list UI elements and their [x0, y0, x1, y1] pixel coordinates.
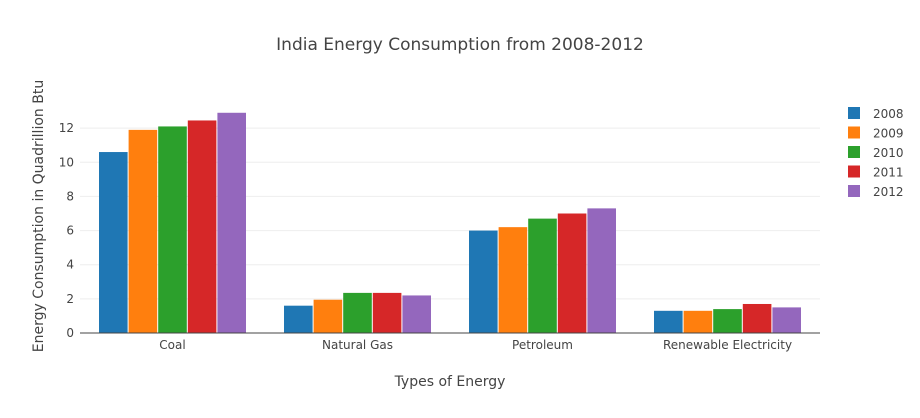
legend-item-2008[interactable]: 2008 [848, 107, 904, 121]
legend-label-2010: 2010 [873, 146, 904, 160]
bar-natural-gas-2008 [284, 305, 313, 333]
legend-item-2009[interactable]: 2009 [848, 126, 904, 141]
bar-petroleum-2009 [498, 227, 528, 333]
y-tick-label-2: 2 [66, 292, 74, 306]
bar-natural-gas-2011 [372, 292, 402, 333]
bar-renewable-electricity-2012 [772, 307, 801, 333]
bar-petroleum-2011 [557, 213, 587, 333]
legend-label-2008: 2008 [873, 107, 904, 121]
bar-natural-gas-2010 [343, 292, 372, 333]
legend-swatch-2012 [848, 185, 860, 197]
legend-swatch-2011 [848, 165, 860, 178]
bar-coal-2011 [187, 120, 217, 333]
legend-swatch-2009 [848, 126, 860, 139]
bar-renewable-electricity-2011 [742, 303, 772, 333]
x-tick-label-petroleum: Petroleum [512, 338, 573, 352]
bar-petroleum-2008 [469, 230, 498, 333]
bar-natural-gas-2009 [313, 299, 343, 333]
bar-renewable-electricity-2009 [683, 310, 713, 333]
legend-item-2011[interactable]: 2011 [848, 165, 904, 180]
legend-label-2009: 2009 [873, 127, 904, 141]
bar-petroleum-2010 [528, 218, 557, 333]
bar-coal-2010 [158, 126, 187, 333]
chart-title: India Energy Consumption from 2008-2012 [276, 35, 644, 55]
y-tick-label-12: 12 [59, 121, 74, 135]
x-tick-label-renewable-electricity: Renewable Electricity [663, 338, 792, 352]
x-tick-label-natural-gas: Natural Gas [322, 338, 393, 352]
legend-item-2010[interactable]: 2010 [848, 146, 904, 160]
y-tick-label-8: 8 [66, 189, 74, 203]
bar-coal-2009 [128, 129, 158, 333]
y-axis-title: Energy Consumption in Quadrillion Btu [31, 80, 47, 352]
x-tick-label-coal: Coal [159, 338, 185, 352]
x-axis-title: Types of Energy [394, 374, 506, 390]
legend-label-2012: 2012 [873, 185, 904, 199]
bar-renewable-electricity-2010 [713, 309, 742, 333]
legend-label-2011: 2011 [873, 166, 904, 180]
bar-coal-2008 [99, 152, 128, 333]
y-tick-labels: 0 2 4 6 8 10 12 [59, 121, 74, 340]
bar-renewable-electricity-2008 [654, 310, 683, 333]
y-tick-label-0: 0 [66, 326, 74, 340]
x-tick-labels: Coal Natural Gas Petroleum Renewable Electr… [159, 338, 792, 352]
legend-swatch-2010 [848, 146, 860, 158]
bars-layer [99, 112, 801, 334]
y-tick-label-10: 10 [59, 155, 74, 169]
legend-item-2012[interactable]: 2012 [848, 185, 904, 199]
bar-natural-gas-2012 [402, 295, 431, 333]
legend: 2008 2009 2010 2011 2012 [848, 107, 904, 199]
y-tick-label-6: 6 [66, 224, 74, 238]
bar-coal-2012 [217, 112, 246, 334]
legend-swatch-2008 [848, 107, 860, 119]
bar-petroleum-2012 [587, 208, 616, 333]
y-tick-label-4: 4 [66, 258, 74, 272]
